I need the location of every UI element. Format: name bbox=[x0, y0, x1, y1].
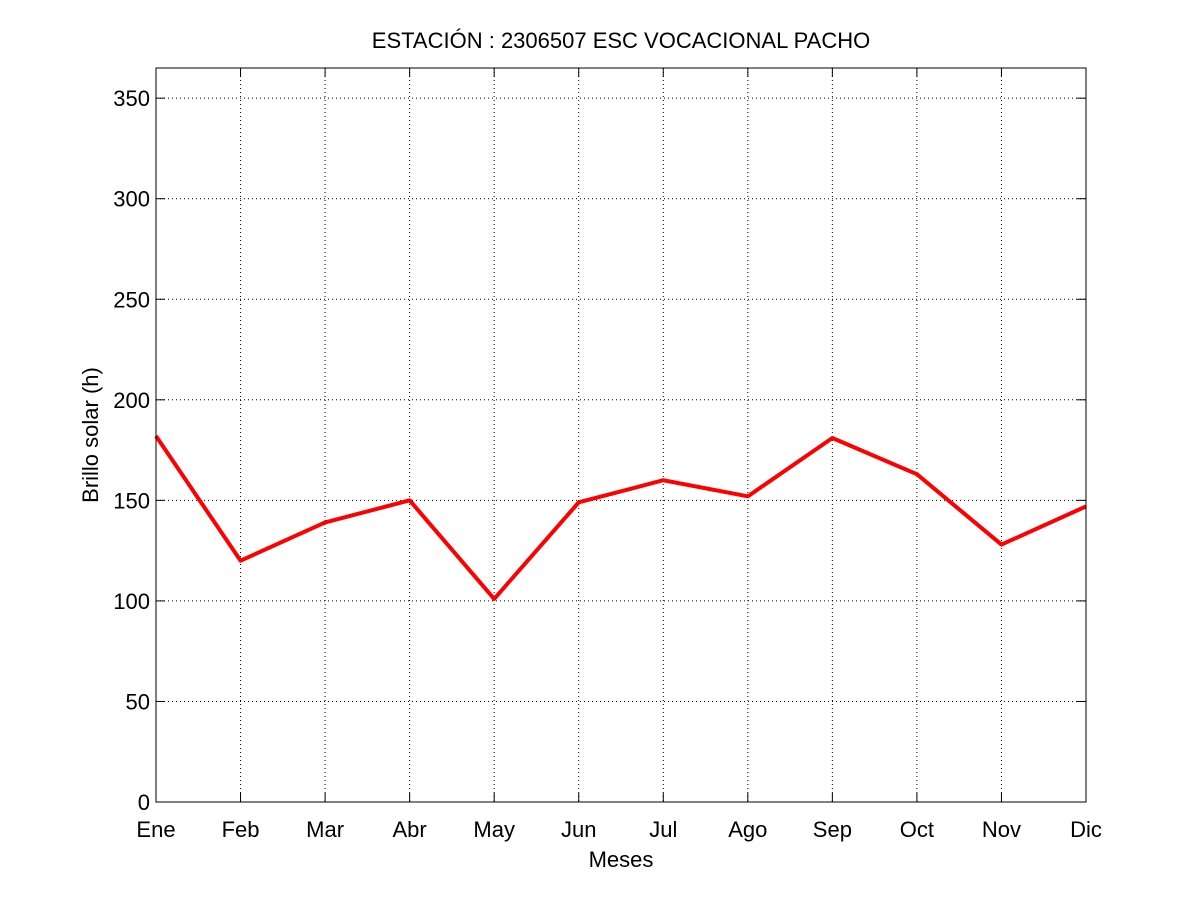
y-axis-label: Brillo solar (h) bbox=[78, 367, 103, 503]
x-tick-label: Feb bbox=[222, 817, 260, 842]
y-tick-label: 50 bbox=[126, 689, 150, 714]
x-tick-label: Dic bbox=[1070, 817, 1102, 842]
x-tick-label: Jul bbox=[649, 817, 677, 842]
x-tick-label: Abr bbox=[393, 817, 427, 842]
x-axis-label: Meses bbox=[589, 847, 654, 872]
x-tick-label: Mar bbox=[306, 817, 344, 842]
x-tick-label: Oct bbox=[900, 817, 934, 842]
x-tick-label: Ene bbox=[136, 817, 175, 842]
y-tick-label: 0 bbox=[138, 790, 150, 815]
x-tick-label: Ago bbox=[728, 817, 767, 842]
chart-title: ESTACIÓN : 2306507 ESC VOCACIONAL PACHO bbox=[372, 28, 870, 53]
series-line bbox=[154, 434, 1087, 601]
x-tick-label: Sep bbox=[813, 817, 852, 842]
grid-lines bbox=[156, 68, 1086, 802]
y-tick-label: 250 bbox=[113, 287, 150, 312]
tick-labels: Ene Feb Mar Abr May Jun Jul Ago Sep Oct Nov Dic 0 50 1… bbox=[113, 86, 1102, 842]
y-tick-label: 100 bbox=[113, 589, 150, 614]
y-tick-label: 300 bbox=[113, 187, 150, 212]
plot-area bbox=[156, 68, 1086, 802]
x-tick-label: Jun bbox=[561, 817, 596, 842]
x-tick-label: May bbox=[473, 817, 515, 842]
x-tick-label: Nov bbox=[982, 817, 1021, 842]
y-tick-label: 200 bbox=[113, 388, 150, 413]
plot-frame bbox=[155, 67, 1087, 803]
y-tick-label: 150 bbox=[113, 488, 150, 513]
y-tick-label: 350 bbox=[113, 86, 150, 111]
